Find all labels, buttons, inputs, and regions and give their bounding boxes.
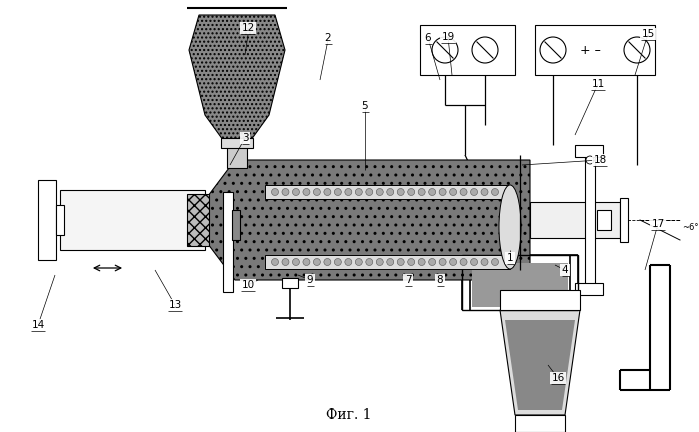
Bar xyxy=(232,210,240,240)
Circle shape xyxy=(271,258,278,266)
Bar xyxy=(515,415,565,432)
Text: 1: 1 xyxy=(507,253,513,263)
Circle shape xyxy=(418,258,425,266)
Circle shape xyxy=(324,258,331,266)
Circle shape xyxy=(432,37,458,63)
Circle shape xyxy=(345,188,352,196)
Circle shape xyxy=(334,188,341,196)
Circle shape xyxy=(586,156,594,164)
Text: Фиг. 1: Фиг. 1 xyxy=(326,408,372,422)
Circle shape xyxy=(282,258,289,266)
Circle shape xyxy=(481,258,488,266)
Circle shape xyxy=(324,188,331,196)
Circle shape xyxy=(491,188,498,196)
Bar xyxy=(221,138,253,148)
Text: 3: 3 xyxy=(242,133,248,143)
Bar xyxy=(38,180,56,260)
Bar xyxy=(575,145,603,157)
Text: 17: 17 xyxy=(651,219,665,229)
Circle shape xyxy=(282,188,289,196)
Circle shape xyxy=(449,188,456,196)
Ellipse shape xyxy=(499,185,521,269)
Text: 10: 10 xyxy=(241,280,254,290)
Bar xyxy=(585,150,595,290)
Text: 13: 13 xyxy=(168,300,182,310)
Circle shape xyxy=(387,258,394,266)
Bar xyxy=(530,202,620,238)
Circle shape xyxy=(408,188,415,196)
Circle shape xyxy=(313,188,320,196)
Bar xyxy=(223,192,233,292)
Text: 8: 8 xyxy=(437,275,443,285)
Circle shape xyxy=(418,188,425,196)
Bar xyxy=(420,25,515,75)
Circle shape xyxy=(292,188,299,196)
Polygon shape xyxy=(205,160,530,280)
Text: 18: 18 xyxy=(593,155,607,165)
Circle shape xyxy=(397,188,404,196)
Text: 9: 9 xyxy=(307,275,313,285)
Circle shape xyxy=(387,188,394,196)
Circle shape xyxy=(439,188,446,196)
Polygon shape xyxy=(505,320,575,410)
Text: 6: 6 xyxy=(425,33,431,43)
Bar xyxy=(265,185,510,199)
Circle shape xyxy=(428,188,435,196)
Text: ~6°: ~6° xyxy=(682,223,698,232)
Polygon shape xyxy=(500,310,580,415)
Circle shape xyxy=(366,258,373,266)
Text: 19: 19 xyxy=(441,32,454,42)
Text: 15: 15 xyxy=(642,29,655,39)
Circle shape xyxy=(540,37,566,63)
Bar xyxy=(575,283,603,295)
Circle shape xyxy=(376,258,383,266)
Bar xyxy=(56,205,64,235)
Text: 4: 4 xyxy=(562,265,568,275)
Circle shape xyxy=(376,188,383,196)
Bar xyxy=(282,278,298,288)
Text: + –: + – xyxy=(579,44,600,57)
Circle shape xyxy=(303,258,310,266)
Circle shape xyxy=(460,258,467,266)
Bar xyxy=(462,255,578,310)
Bar xyxy=(60,190,205,250)
Circle shape xyxy=(624,37,650,63)
Circle shape xyxy=(449,258,456,266)
Circle shape xyxy=(439,258,446,266)
Text: 5: 5 xyxy=(361,101,368,111)
Text: 2: 2 xyxy=(325,33,331,43)
Circle shape xyxy=(460,188,467,196)
Circle shape xyxy=(472,37,498,63)
Circle shape xyxy=(428,258,435,266)
Circle shape xyxy=(408,258,415,266)
Text: 7: 7 xyxy=(405,275,411,285)
Bar xyxy=(227,140,247,168)
Circle shape xyxy=(366,188,373,196)
Bar xyxy=(187,194,209,246)
Circle shape xyxy=(303,188,310,196)
Circle shape xyxy=(292,258,299,266)
Circle shape xyxy=(470,188,477,196)
Text: 12: 12 xyxy=(241,23,254,33)
Bar xyxy=(265,255,510,269)
Circle shape xyxy=(481,188,488,196)
Polygon shape xyxy=(189,15,285,140)
Text: 16: 16 xyxy=(552,373,565,383)
Circle shape xyxy=(355,258,362,266)
Text: 14: 14 xyxy=(31,320,45,330)
Circle shape xyxy=(470,258,477,266)
Circle shape xyxy=(313,258,320,266)
Text: 11: 11 xyxy=(591,79,605,89)
Circle shape xyxy=(491,258,498,266)
Bar xyxy=(620,198,628,242)
Circle shape xyxy=(334,258,341,266)
Circle shape xyxy=(355,188,362,196)
Circle shape xyxy=(345,258,352,266)
Circle shape xyxy=(397,258,404,266)
Polygon shape xyxy=(472,263,568,307)
Bar xyxy=(535,25,655,75)
Circle shape xyxy=(271,188,278,196)
Bar xyxy=(597,210,611,230)
Bar xyxy=(500,290,580,310)
